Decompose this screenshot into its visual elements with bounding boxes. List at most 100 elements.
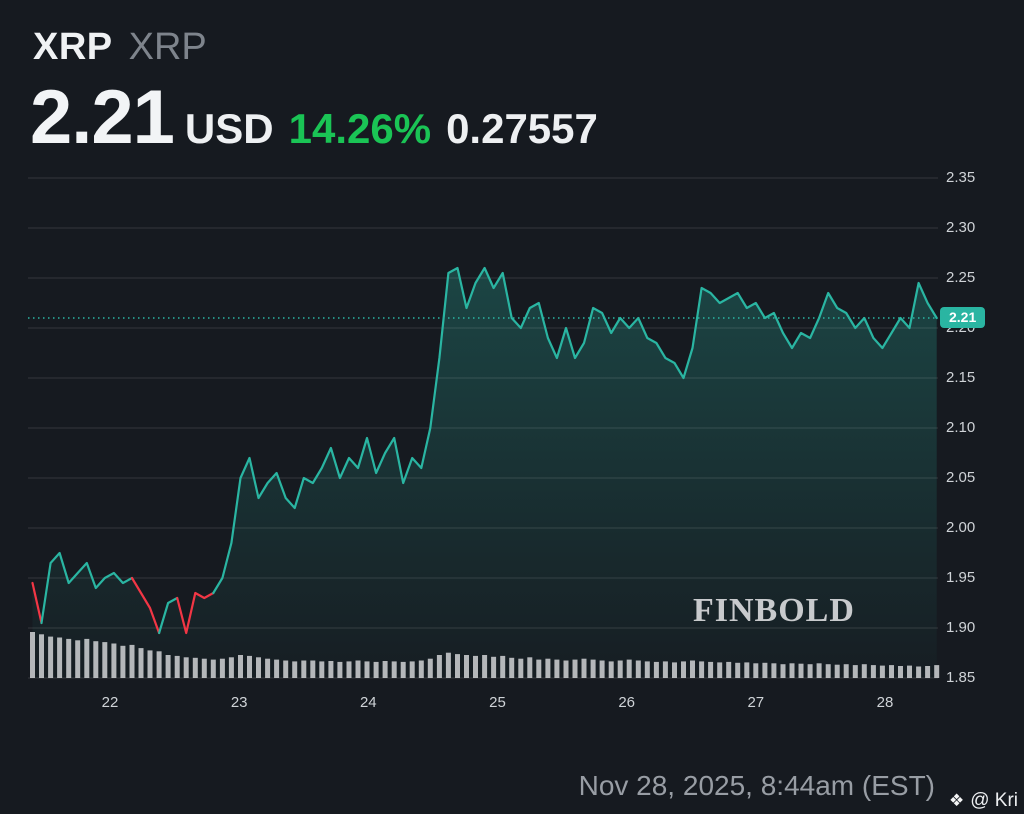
volume-bar (572, 659, 578, 678)
volume-bar (807, 664, 813, 678)
volume-bar (762, 662, 768, 678)
volume-bar (563, 660, 569, 678)
volume-bar (509, 657, 515, 678)
volume-bar (147, 650, 153, 678)
volume-bar (744, 662, 750, 678)
volume-bar (500, 655, 506, 678)
volume-bar (418, 660, 424, 678)
volume-bar (228, 657, 234, 678)
volume-bar (455, 654, 460, 678)
volume-bar (265, 658, 271, 678)
price-line (212, 266, 938, 595)
volume-bar (409, 661, 415, 678)
volume-bar (617, 660, 623, 678)
volume-bar (898, 666, 903, 678)
y-axis-label: 1.85 (946, 669, 976, 686)
volume-bar (192, 657, 198, 678)
currency-label: USD (184, 105, 274, 152)
volume-bar (473, 655, 478, 678)
volume-bar (165, 655, 171, 678)
volume-bar (771, 663, 777, 678)
volume-bar (662, 661, 668, 678)
price-line (31, 581, 43, 625)
credit-badge: ❖ @ Kri (949, 790, 1018, 812)
volume-bar (355, 660, 361, 678)
volume-bar (925, 666, 931, 678)
x-axis-label: 24 (359, 694, 377, 711)
volume-bar (373, 661, 379, 678)
y-axis-label: 2.05 (946, 469, 976, 486)
volume-bar (644, 661, 650, 678)
price-line (40, 551, 134, 625)
volume-bar (518, 658, 524, 678)
volume-bar (599, 660, 605, 678)
volume-bar (753, 663, 759, 678)
volume-bar (816, 663, 822, 678)
volume-bar (626, 659, 632, 678)
volume-bar (482, 655, 488, 678)
volume-bar (364, 661, 370, 678)
chart-timestamp: Nov 28, 2025, 8:44am (EST) (578, 770, 935, 801)
y-axis-label: 1.90 (946, 619, 976, 636)
volume-bar (427, 658, 433, 678)
volume-bar (75, 640, 81, 678)
volume-bar (445, 652, 451, 678)
current-price-badge: 2.21 (940, 307, 986, 329)
volume-bar (337, 661, 343, 678)
volume-bar (138, 648, 144, 678)
volume-bar (201, 658, 207, 678)
ticker-header: XRP XRP (33, 26, 207, 69)
volume-bar (907, 665, 912, 678)
volume-bar (608, 661, 614, 678)
volume-bar (39, 634, 44, 678)
volume-bar (174, 655, 180, 678)
volume-bar (780, 664, 786, 678)
y-axis-label: 1.95 (946, 569, 976, 586)
volume-bar (183, 657, 189, 678)
volume-bar (635, 660, 641, 678)
volume-bar (726, 661, 732, 678)
volume-bar (219, 658, 225, 678)
ticker-symbol: XRP (33, 26, 113, 68)
volume-bar (319, 661, 325, 678)
volume-bar (554, 659, 560, 678)
volume-bar (699, 661, 705, 678)
volume-bar (672, 662, 677, 678)
ticker-symbol-secondary: XRP (128, 26, 207, 68)
credit-text: @ Kri (970, 790, 1018, 811)
volume-bar (879, 665, 885, 678)
area-fill (32, 268, 937, 678)
volume-bar (210, 659, 216, 678)
volume-bar (934, 665, 940, 678)
volume-bar (581, 658, 587, 678)
y-axis-label: 2.25 (946, 269, 976, 286)
volume-bar (870, 665, 876, 678)
x-axis-label: 23 (230, 694, 248, 711)
price-change-percent: 14.26% (288, 105, 432, 152)
volume-bar (527, 657, 533, 678)
volume-bar (93, 641, 99, 678)
price-change-value: 0.27557 (446, 105, 598, 152)
current-price: 2.21 (30, 75, 175, 160)
volume-bar (129, 644, 135, 678)
volume-bar (346, 661, 352, 678)
price-row: 2.21 USD 14.26% 0.27557 (30, 80, 598, 156)
volume-bar (717, 662, 723, 678)
volume-bar (545, 658, 551, 678)
volume-bar (66, 638, 72, 678)
volume-bar (120, 645, 126, 678)
y-axis-label: 2.30 (946, 219, 976, 236)
volume-bar (274, 659, 280, 678)
volume-bar (491, 656, 497, 678)
volume-bar (256, 657, 261, 678)
volume-bar (852, 665, 858, 678)
volume-bar (789, 663, 795, 678)
volume-bar (301, 660, 307, 678)
volume-bar (825, 664, 831, 678)
volume-bar (916, 666, 922, 678)
x-axis-label: 27 (747, 694, 765, 711)
volume-bar (798, 663, 804, 678)
volume-bar (735, 662, 741, 678)
